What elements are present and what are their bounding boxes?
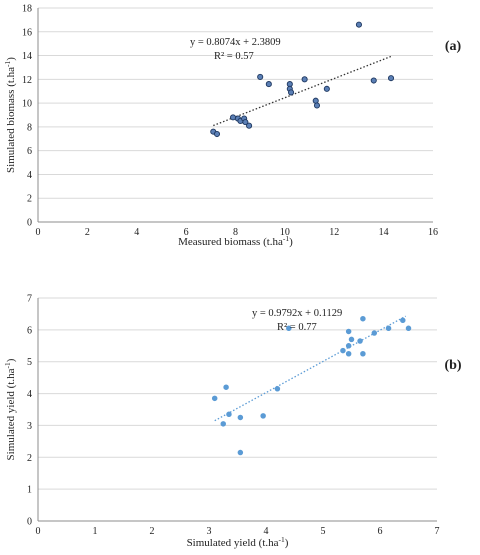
y-tick-label: 10 bbox=[22, 99, 32, 110]
y-tick-label: 6 bbox=[27, 146, 32, 157]
data-point bbox=[257, 73, 264, 81]
data-point bbox=[371, 330, 378, 336]
data-point bbox=[213, 130, 221, 138]
x-tick-label: 16 bbox=[428, 227, 438, 238]
data-point bbox=[223, 384, 229, 390]
r-squared-label: R² = 0.57 bbox=[214, 51, 254, 62]
trendline bbox=[213, 55, 392, 127]
data-point bbox=[226, 411, 232, 418]
x-tick-label: 14 bbox=[379, 227, 389, 238]
data-point bbox=[348, 336, 355, 343]
y-tick-label: 3 bbox=[27, 421, 32, 432]
data-point bbox=[242, 119, 249, 126]
x-tick-label: 8 bbox=[233, 227, 238, 238]
data-point bbox=[387, 75, 395, 82]
x-tick-label: 12 bbox=[329, 227, 339, 238]
data-point bbox=[211, 395, 218, 402]
y-tick-label: 16 bbox=[22, 27, 32, 38]
trendline bbox=[214, 315, 406, 422]
x-tick-label: 4 bbox=[134, 227, 139, 238]
data-point bbox=[360, 351, 366, 357]
x-tick-label: 0 bbox=[36, 526, 41, 537]
y-tick-label: 4 bbox=[27, 389, 32, 400]
x-tick-label: 2 bbox=[150, 526, 155, 537]
y-tick-label: 14 bbox=[22, 51, 32, 62]
y-tick-label: 4 bbox=[27, 170, 32, 181]
y-tick-label: 18 bbox=[22, 4, 32, 15]
data-point bbox=[237, 414, 244, 421]
r-squared-label: R² = 0.77 bbox=[277, 322, 317, 333]
y-tick-label: 8 bbox=[27, 122, 32, 133]
data-point bbox=[345, 328, 352, 335]
data-point bbox=[357, 338, 363, 344]
data-point bbox=[237, 449, 244, 456]
y-tick-label: 6 bbox=[27, 325, 32, 336]
x-tick-label: 0 bbox=[36, 227, 41, 238]
data-point bbox=[360, 315, 366, 322]
y-tick-label: 7 bbox=[27, 294, 32, 305]
x-axis-title: Simulated yield (t.ha-1) bbox=[187, 535, 289, 549]
data-point bbox=[385, 325, 392, 332]
data-point bbox=[286, 325, 292, 332]
y-tick-label: 2 bbox=[27, 194, 32, 205]
data-point bbox=[246, 122, 253, 129]
x-tick-label: 5 bbox=[321, 526, 326, 537]
data-point bbox=[405, 325, 412, 332]
data-point bbox=[301, 76, 308, 83]
data-point bbox=[229, 114, 237, 121]
x-tick-label: 4 bbox=[264, 526, 269, 537]
data-point bbox=[287, 89, 295, 96]
data-point bbox=[260, 413, 266, 419]
y-axis-title: Simulated biomass (t.ha-1) bbox=[3, 57, 17, 173]
data-point bbox=[323, 85, 330, 92]
trendline-equation: y = 0.9792x + 0.1129 bbox=[252, 308, 342, 319]
data-point bbox=[340, 347, 346, 354]
y-tick-label: 2 bbox=[27, 453, 32, 464]
data-point bbox=[400, 317, 406, 324]
y-tick-label: 0 bbox=[27, 218, 32, 229]
data-point bbox=[345, 351, 352, 357]
trendline-equation: y = 0.8074x + 2.3809 bbox=[190, 37, 281, 48]
y-tick-label: 12 bbox=[22, 75, 32, 86]
chart-panel-b: 0 1 2 3 4 5 6 7 0 1 2 3 4 5 6 7 Simulated yield (t.ha-1)… bbox=[3, 294, 462, 550]
x-tick-label: 2 bbox=[85, 227, 90, 238]
data-point bbox=[274, 386, 281, 392]
x-tick-label: 7 bbox=[435, 526, 440, 537]
x-tick-label: 10 bbox=[280, 227, 290, 238]
x-tick-label: 6 bbox=[378, 526, 383, 537]
data-point bbox=[313, 102, 321, 109]
y-tick-label: 5 bbox=[27, 357, 32, 368]
data-point bbox=[220, 421, 226, 427]
data-point bbox=[355, 21, 362, 28]
x-axis-title: Measured biomass (t.ha-1) bbox=[178, 234, 293, 248]
y-axis-title: Simulated yield (t.ha-1) bbox=[3, 358, 17, 460]
y-tick-label: 1 bbox=[27, 485, 32, 496]
data-point bbox=[370, 77, 377, 84]
panel-label: (b) bbox=[444, 358, 461, 373]
chart-panel-a: 0 2 4 6 8 10 12 14 16 0 2 4 6 8 10 12 14 16 18 Measured bio… bbox=[3, 4, 461, 249]
x-tick-label: 6 bbox=[184, 227, 189, 238]
panel-label: (a) bbox=[445, 39, 462, 54]
x-tick-label: 1 bbox=[93, 526, 98, 537]
y-tick-label: 0 bbox=[27, 517, 32, 528]
x-tick-label: 3 bbox=[207, 526, 212, 537]
data-point bbox=[265, 81, 272, 88]
data-point bbox=[345, 343, 352, 349]
